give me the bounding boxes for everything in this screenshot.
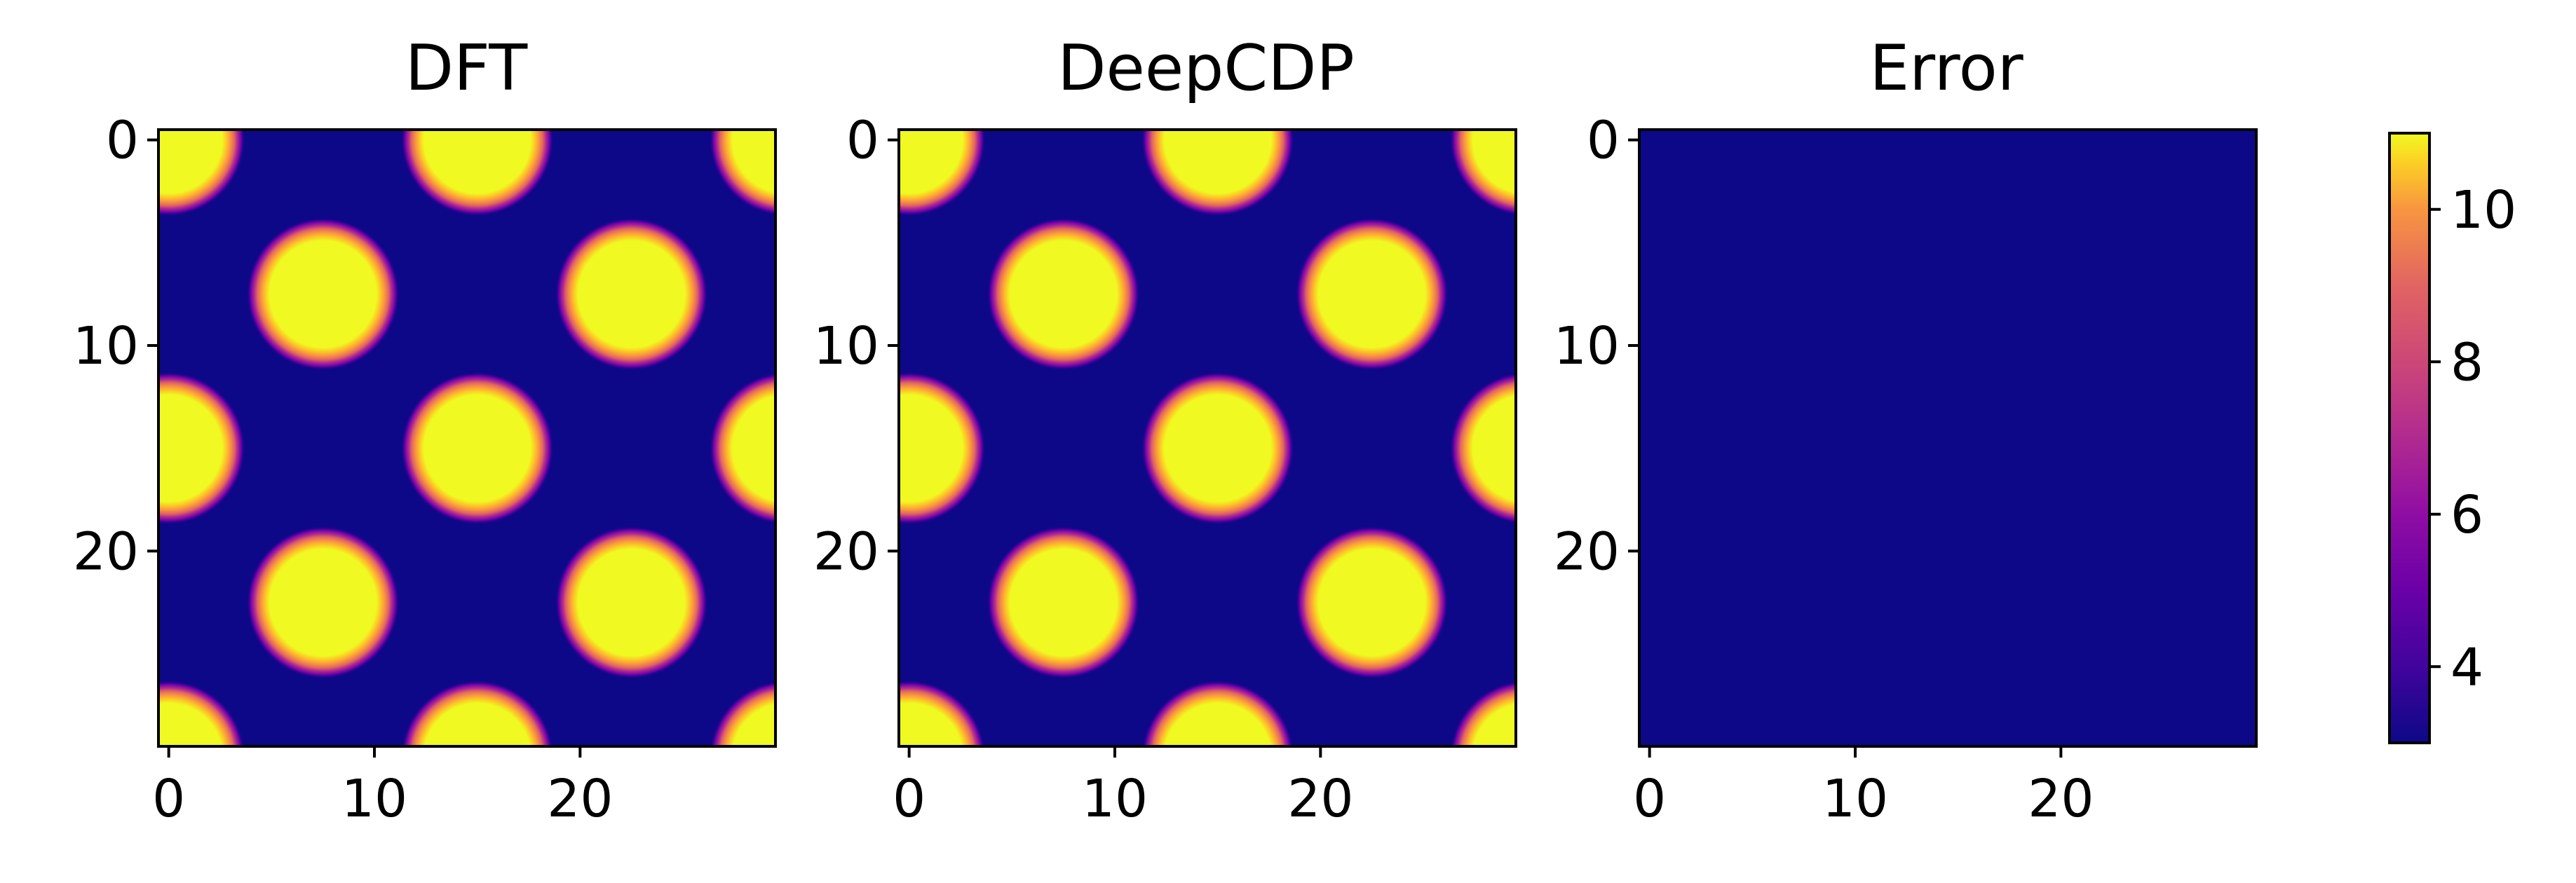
heatmap-panel-deepcdp: DeepCDP 0 10 20 0 10 20 (813, 32, 1517, 829)
heatmap-blob (1141, 680, 1294, 746)
x-axis-ticks: 0 10 20 (893, 746, 1353, 829)
y-tick-label: 10 (813, 316, 879, 376)
heatmap-blob (400, 130, 554, 217)
x-tick-label: 0 (893, 769, 926, 829)
x-tick-label: 20 (1287, 769, 1353, 829)
x-tick-label: 20 (2028, 769, 2094, 829)
colorbar-tick-label: 4 (2450, 637, 2483, 697)
y-tick-label: 20 (1554, 521, 1620, 582)
heatmap-blob (246, 526, 400, 679)
heatmap-blob (899, 680, 985, 746)
y-axis-ticks: 0 10 20 (1554, 111, 1639, 582)
heatmap-blob (555, 217, 708, 371)
heatmap-blob (710, 680, 775, 746)
y-axis-ticks: 0 10 20 (73, 111, 158, 582)
heatmap-blob (1295, 217, 1449, 371)
heatmap-blob (709, 130, 775, 216)
heatmap-panel-dft: DFT 0 10 20 0 10 20 (73, 32, 777, 829)
panel-title: DFT (405, 32, 528, 105)
heatmap-blob (1295, 526, 1449, 679)
heatmap-blob (1449, 372, 1516, 524)
colorbar-tick-label: 6 (2450, 485, 2483, 545)
heatmap-blob (158, 680, 245, 746)
y-axis-ticks: 0 10 20 (813, 111, 899, 582)
colorbar-tick-label: 10 (2450, 180, 2516, 240)
colorbar-scale (2388, 132, 2431, 744)
heatmap-blob (158, 371, 245, 525)
heatmap-blob (899, 371, 986, 525)
y-tick-label: 20 (813, 521, 879, 582)
x-tick-label: 10 (1822, 769, 1888, 829)
heatmap-background (1639, 130, 2256, 746)
x-axis-ticks: 0 10 20 (152, 746, 613, 829)
heatmap-plot-area (1638, 128, 2258, 748)
heatmap-blob (555, 526, 708, 679)
heatmap-panel-error: Error 0 10 20 0 10 20 (1554, 32, 2258, 829)
heatmap-plot-area (897, 128, 1517, 748)
heatmap-blob (246, 217, 400, 371)
heatmap-plot-area (157, 128, 777, 748)
plot-frame (897, 128, 1517, 748)
heatmap-blob (709, 372, 775, 524)
heatmap-blob (1141, 371, 1294, 525)
heatmap-blobs (158, 130, 775, 746)
colorbar-ticks: 4 6 8 10 (2429, 180, 2516, 697)
colorbar: 4 6 8 10 (2388, 132, 2516, 744)
plot-frame (1638, 128, 2258, 748)
heatmap-blob (400, 371, 554, 525)
heatmap-blob (1450, 680, 1516, 746)
plot-frame (157, 128, 777, 748)
panel-title: DeepCDP (1057, 32, 1355, 105)
heatmap-blobs (899, 130, 1516, 746)
x-tick-label: 0 (152, 769, 185, 829)
y-tick-label: 10 (73, 316, 139, 376)
heatmap-blob (987, 217, 1140, 371)
heatmap-blob (987, 526, 1140, 679)
colorbar-tick-label: 8 (2450, 332, 2483, 392)
x-tick-label: 0 (1633, 769, 1666, 829)
y-tick-label: 0 (1587, 111, 1620, 171)
heatmap-blob (899, 130, 986, 217)
heatmap-blob (1449, 130, 1516, 216)
heatmap-blob (401, 680, 553, 746)
panel-title: Error (1869, 32, 2023, 105)
x-tick-label: 10 (341, 769, 407, 829)
y-tick-label: 0 (846, 111, 879, 171)
x-axis-ticks: 0 10 20 (1633, 746, 2094, 829)
x-tick-label: 10 (1082, 769, 1148, 829)
y-tick-label: 20 (73, 521, 139, 582)
y-tick-label: 0 (106, 111, 139, 171)
heatmap-blob (1141, 130, 1294, 217)
y-tick-label: 10 (1554, 316, 1620, 376)
x-tick-label: 20 (547, 769, 613, 829)
heatmap-blob (158, 130, 245, 217)
